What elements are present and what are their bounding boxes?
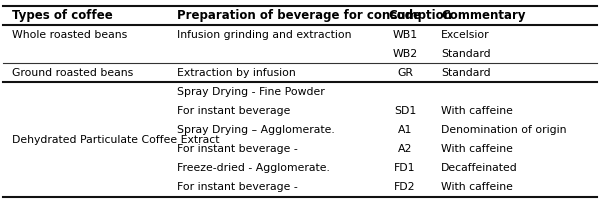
Text: With caffeine: With caffeine bbox=[441, 106, 513, 116]
Text: Code: Code bbox=[388, 9, 422, 22]
Text: For instant beverage -: For instant beverage - bbox=[177, 182, 298, 192]
Text: For instant beverage: For instant beverage bbox=[177, 106, 290, 116]
Text: For instant beverage -: For instant beverage - bbox=[177, 144, 298, 154]
Text: WB2: WB2 bbox=[392, 49, 418, 59]
Text: SD1: SD1 bbox=[394, 106, 416, 116]
Text: Denomination of origin: Denomination of origin bbox=[441, 125, 566, 135]
Text: Whole roasted beans: Whole roasted beans bbox=[12, 30, 127, 40]
Text: Preparation of beverage for consumption: Preparation of beverage for consumption bbox=[177, 9, 452, 22]
Text: Ground roasted beans: Ground roasted beans bbox=[12, 68, 133, 78]
Text: Freeze-dried - Agglomerate.: Freeze-dried - Agglomerate. bbox=[177, 163, 330, 173]
Text: FD1: FD1 bbox=[394, 163, 416, 173]
Text: WB1: WB1 bbox=[392, 30, 418, 40]
Text: A2: A2 bbox=[398, 144, 412, 154]
Text: Standard: Standard bbox=[441, 68, 491, 78]
Text: Commentary: Commentary bbox=[441, 9, 526, 22]
Text: With caffeine: With caffeine bbox=[441, 144, 513, 154]
Text: Types of coffee: Types of coffee bbox=[12, 9, 113, 22]
Text: GR: GR bbox=[397, 68, 413, 78]
Text: A1: A1 bbox=[398, 125, 412, 135]
Text: Excelsior: Excelsior bbox=[441, 30, 490, 40]
Text: Infusion grinding and extraction: Infusion grinding and extraction bbox=[177, 30, 352, 40]
Text: Spray Drying – Agglomerate.: Spray Drying – Agglomerate. bbox=[177, 125, 335, 135]
Text: Dehydrated Particulate Coffee Extract: Dehydrated Particulate Coffee Extract bbox=[12, 135, 220, 145]
Text: Standard: Standard bbox=[441, 49, 491, 59]
Text: With caffeine: With caffeine bbox=[441, 182, 513, 192]
Text: Extraction by infusion: Extraction by infusion bbox=[177, 68, 296, 78]
Text: Spray Drying - Fine Powder: Spray Drying - Fine Powder bbox=[177, 87, 325, 97]
Text: Decaffeinated: Decaffeinated bbox=[441, 163, 518, 173]
Text: FD2: FD2 bbox=[394, 182, 416, 192]
